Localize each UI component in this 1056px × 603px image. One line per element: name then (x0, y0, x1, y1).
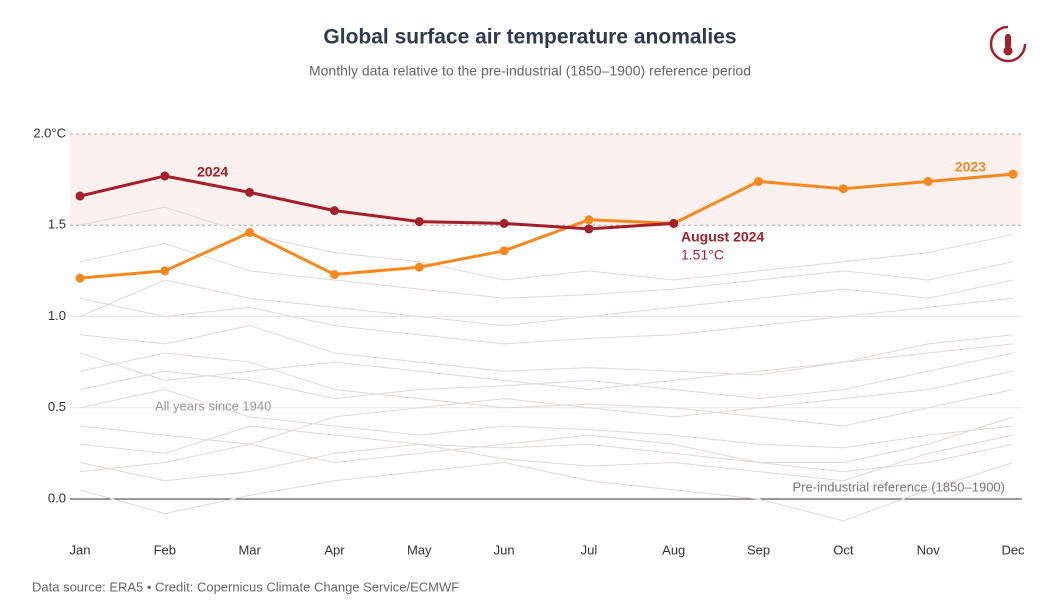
series-label: 2023 (955, 159, 986, 175)
point (923, 176, 933, 186)
point (584, 215, 594, 225)
point (245, 228, 255, 238)
x-tick-label: Jun (494, 542, 515, 557)
series-label: 2024 (197, 164, 228, 180)
point (499, 218, 509, 228)
background-line (79, 425, 1014, 473)
point (499, 246, 509, 256)
background-line (79, 461, 1014, 522)
point (329, 206, 339, 216)
annotation: 1.51°C (681, 247, 724, 263)
x-tick-label: Apr (324, 542, 345, 557)
point (414, 262, 424, 272)
x-tick-label: Aug (662, 542, 685, 557)
x-tick-label: Jan (70, 542, 91, 557)
footer: Data source: ERA5 • Credit: Copernicus C… (32, 579, 459, 594)
background-line (79, 434, 1014, 482)
logo-thermo (1005, 34, 1011, 49)
background-line (79, 297, 1014, 345)
y-tick-label: 1.0 (48, 308, 66, 323)
x-tick-label: Nov (917, 542, 941, 557)
annotation: All years since 1940 (155, 398, 271, 413)
logo-ring (989, 25, 1027, 63)
point (160, 171, 170, 181)
background-line (79, 206, 1014, 281)
background-line (79, 352, 1014, 427)
point (1008, 169, 1018, 179)
y-tick-label: 0.5 (48, 399, 66, 414)
point (329, 270, 339, 280)
y-tick-label: 2.0°C (33, 125, 66, 140)
background-line (79, 334, 1014, 391)
chart-title: Global surface air temperature anomalies (323, 26, 736, 49)
x-tick-label: Sep (747, 542, 770, 557)
point (754, 176, 764, 186)
annotation: August 2024 (681, 229, 764, 245)
point (669, 218, 679, 228)
series-line (79, 174, 674, 231)
point (414, 217, 424, 227)
background-line (79, 416, 1014, 473)
annotation: Pre-industrial reference (1850–1900) (793, 479, 1005, 494)
background-line (79, 279, 1014, 327)
point (245, 187, 255, 197)
point (584, 224, 594, 234)
x-tick-label: May (407, 542, 432, 557)
x-tick-label: Jul (581, 542, 598, 557)
point (838, 184, 848, 194)
point (75, 273, 85, 283)
y-tick-label: 0.0 (48, 490, 66, 505)
background-line (79, 325, 1014, 376)
chart-subtitle: Monthly data relative to the pre-industr… (309, 63, 751, 79)
background-line (79, 242, 1014, 299)
x-tick-label: Feb (154, 542, 176, 557)
highlight-band (70, 134, 1022, 226)
background-line (79, 370, 1014, 445)
x-tick-label: Dec (1001, 542, 1025, 557)
point (160, 266, 170, 276)
logo-bulb (1003, 46, 1013, 56)
point (75, 191, 85, 201)
logo (989, 25, 1027, 63)
background-line (79, 388, 1014, 449)
x-tick-label: Mar (238, 542, 261, 557)
y-tick-label: 1.5 (48, 217, 66, 232)
x-tick-label: Oct (833, 542, 854, 557)
background-line (79, 352, 1014, 400)
series-line (79, 172, 1014, 280)
